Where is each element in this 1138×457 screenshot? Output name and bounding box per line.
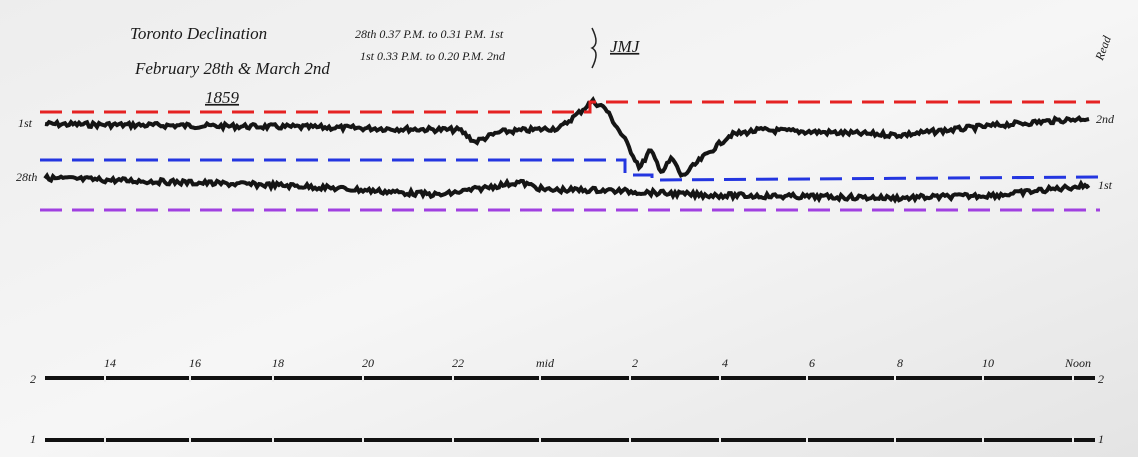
hour-label: 22 bbox=[452, 356, 464, 370]
row-label: 1 bbox=[30, 432, 36, 446]
trace-label: 28th bbox=[16, 170, 37, 184]
hour-label: 20 bbox=[362, 356, 374, 370]
trace-label: 1st bbox=[1098, 178, 1113, 192]
hour-label: 4 bbox=[722, 356, 728, 370]
row-label: 2 bbox=[30, 372, 36, 386]
initials: JMJ bbox=[610, 37, 641, 56]
hour-label: 18 bbox=[272, 356, 284, 370]
time-line: 28th 0.37 P.M. to 0.31 P.M. 1st bbox=[355, 27, 504, 41]
dates: February 28th & March 2nd bbox=[134, 59, 330, 78]
trace-label: 2nd bbox=[1096, 112, 1115, 126]
hour-label: 14 bbox=[104, 356, 116, 370]
row-label: 2 bbox=[1098, 372, 1104, 386]
year: 1859 bbox=[205, 88, 240, 107]
hour-label: 16 bbox=[189, 356, 201, 370]
time-line: 1st 0.33 P.M. to 0.20 P.M. 2nd bbox=[360, 49, 506, 63]
title: Toronto Declination bbox=[130, 24, 267, 43]
hour-label: 8 bbox=[897, 356, 903, 370]
scan: Toronto Declination February 28th & Marc… bbox=[0, 0, 1138, 457]
hour-label: 6 bbox=[809, 356, 815, 370]
hour-label: 10 bbox=[982, 356, 994, 370]
trace-label: 1st bbox=[18, 116, 33, 130]
hour-label: mid bbox=[536, 356, 555, 370]
row-label: 1 bbox=[1098, 432, 1104, 446]
hour-label: 2 bbox=[632, 356, 638, 370]
hour-label: Noon bbox=[1064, 356, 1091, 370]
